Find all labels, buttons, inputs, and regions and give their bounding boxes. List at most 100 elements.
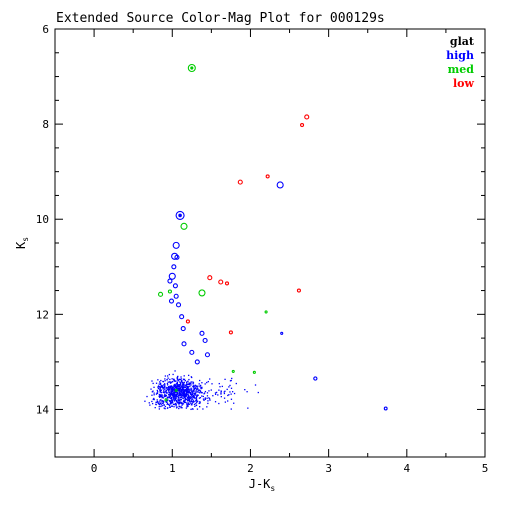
data-point [159, 399, 161, 401]
data-point [171, 386, 174, 389]
data-point-high [168, 298, 175, 304]
data-point [185, 388, 188, 390]
data-point [223, 391, 225, 393]
data-point [187, 388, 189, 391]
data-point [152, 390, 154, 392]
data-point [173, 395, 176, 398]
data-point [174, 402, 177, 405]
data-point [162, 384, 165, 386]
data-point [155, 393, 158, 395]
legend-entry-med: med [448, 63, 475, 76]
data-point [174, 370, 176, 372]
data-point [194, 392, 197, 395]
data-point [194, 387, 196, 390]
data-point [181, 392, 183, 395]
data-point [178, 406, 181, 408]
data-point [187, 392, 190, 394]
data-point [192, 387, 195, 389]
data-point [203, 393, 205, 395]
data-point [181, 397, 183, 399]
data-point [168, 390, 170, 392]
data-point [167, 387, 169, 389]
data-point [164, 384, 166, 386]
data-point-low [185, 319, 190, 324]
data-point [163, 407, 165, 409]
data-point [175, 386, 177, 388]
data-point [189, 382, 192, 384]
data-point [191, 390, 193, 392]
data-point [182, 388, 185, 391]
data-point [230, 408, 232, 410]
data-point [184, 393, 187, 395]
data-point [177, 387, 179, 390]
y-tick-label: 6 [42, 23, 49, 36]
data-point [169, 386, 172, 388]
data-point [189, 398, 191, 400]
data-point [174, 399, 176, 401]
data-point [200, 391, 202, 394]
data-point [177, 396, 180, 399]
data-point [170, 391, 172, 393]
data-point [178, 387, 181, 389]
data-point [187, 383, 189, 386]
data-point [218, 402, 220, 405]
data-point [180, 405, 182, 408]
data-point [181, 391, 183, 393]
data-point [187, 398, 189, 400]
data-point-med [187, 63, 196, 73]
data-point-low [304, 114, 310, 120]
data-point [187, 389, 189, 392]
data-point [214, 392, 217, 394]
data-point [201, 387, 203, 389]
data-point [155, 401, 157, 403]
data-point-low [296, 288, 301, 293]
data-point-low [228, 330, 233, 335]
data-point-med [252, 370, 256, 374]
data-point [144, 400, 146, 402]
data-point [174, 398, 176, 400]
data-point [192, 385, 194, 388]
data-point [179, 400, 181, 402]
data-point [165, 390, 167, 392]
data-point-high [313, 376, 318, 381]
data-point [151, 400, 153, 403]
data-point [209, 399, 211, 401]
data-point [158, 401, 160, 403]
data-point [180, 396, 182, 399]
x-axis-label: J-Ks [249, 477, 276, 493]
data-point [163, 395, 165, 397]
data-point [167, 377, 169, 379]
data-point [185, 386, 187, 388]
data-point [164, 408, 166, 410]
data-point [172, 380, 174, 383]
data-point-low [300, 123, 305, 128]
data-point [203, 399, 205, 401]
data-point [176, 395, 178, 397]
data-point [156, 392, 158, 394]
data-point [204, 397, 206, 399]
data-point [180, 393, 182, 396]
data-point [178, 386, 180, 388]
x-tick-label: 3 [325, 462, 332, 475]
data-point [186, 389, 188, 391]
data-point-high [174, 254, 180, 260]
data-point [179, 394, 181, 396]
data-point [182, 391, 184, 394]
data-point [181, 387, 183, 389]
data-point-med [264, 310, 268, 314]
data-point [199, 397, 202, 399]
data-point [160, 385, 162, 387]
data-point [166, 375, 169, 377]
data-point [165, 395, 167, 398]
data-point [180, 391, 182, 393]
data-point-high [199, 330, 205, 336]
data-point [186, 402, 188, 404]
data-point [184, 395, 187, 398]
data-point [176, 392, 179, 395]
data-point [195, 386, 197, 388]
data-point-med [167, 289, 172, 294]
x-tick-label: 1 [169, 462, 176, 475]
data-point [178, 399, 180, 401]
data-point [164, 393, 166, 395]
data-point [190, 402, 192, 404]
